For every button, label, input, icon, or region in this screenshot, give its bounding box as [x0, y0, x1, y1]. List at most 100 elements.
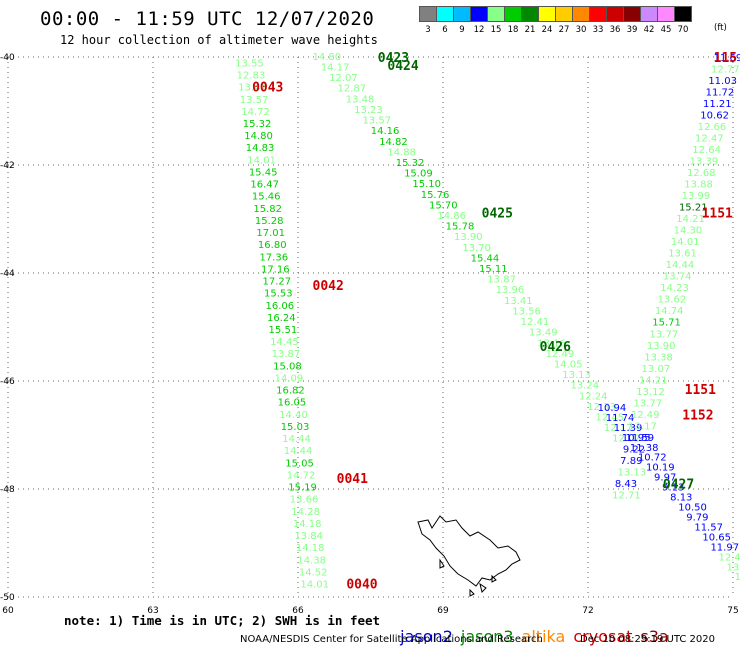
swh-value: 15.78 — [446, 222, 475, 233]
swh-value: 15.03 — [281, 422, 310, 433]
swh-value: 12.49 — [631, 410, 660, 421]
colorbar-label: 12 — [473, 25, 485, 35]
swh-value: 10.94 — [598, 403, 627, 414]
colorbar-cell: 30 — [572, 6, 590, 35]
swh-value: 11.69 — [714, 53, 740, 64]
colorbar-label: 24 — [541, 25, 553, 35]
island-outline — [417, 515, 521, 597]
swh-value: 14.28 — [291, 507, 320, 518]
x-tick-label: 63 — [147, 606, 158, 616]
swh-value: 13.90 — [647, 341, 676, 352]
swh-value: 15.51 — [269, 325, 298, 336]
swh-value: 15.45 — [249, 167, 278, 178]
colorbar-cell: 15 — [487, 6, 505, 35]
swh-value: 14.01 — [300, 580, 329, 591]
swh-value: 15.76 — [421, 190, 450, 201]
legend-altika: altika — [521, 627, 566, 646]
swh-value: 14.83 — [246, 143, 275, 154]
swh-value: 14.80 — [313, 52, 342, 63]
swh-value: 16.06 — [266, 301, 295, 312]
colorbar-label: 6 — [442, 25, 448, 35]
swh-value: 13.38 — [644, 352, 673, 363]
swh-value: 11.38 — [630, 443, 659, 454]
swh-value: 13.24 — [571, 381, 600, 392]
y-tick-label: -42 — [0, 161, 15, 171]
swh-value: 14.44 — [282, 434, 311, 445]
colorbar-label: 42 — [643, 25, 655, 35]
swh-value: 13.12 — [636, 387, 665, 398]
swh-value: 17.36 — [259, 252, 288, 263]
swh-value: 13.90 — [454, 232, 483, 243]
colorbar-label: 39 — [626, 25, 638, 35]
swh-value: 10.65 — [702, 532, 731, 543]
swh-value: 12.87 — [337, 84, 366, 95]
color-legend-unit: (ft) — [714, 23, 727, 33]
swh-value: 13.23 — [354, 105, 383, 116]
color-legend: 3 6 9 12 15 18 21 24 27 30 33 36 39 42 45 70 — [419, 6, 692, 35]
legend-jason2: jason2 — [400, 627, 453, 646]
swh-value: 15.53 — [264, 289, 293, 300]
pass-time-label: 0424 — [387, 59, 418, 74]
swh-value: 15.44 — [471, 253, 500, 264]
y-tick-label: -40 — [0, 53, 15, 63]
swh-value: 14.21 — [676, 214, 705, 225]
pass-time-label: 0042 — [313, 279, 344, 294]
swh-value: 15.32 — [396, 158, 425, 169]
swh-value: 16.24 — [267, 313, 296, 324]
swh-value: 10.72 — [638, 453, 667, 464]
swh-value: 15.10 — [412, 179, 441, 190]
x-tick-label: 72 — [582, 606, 593, 616]
pass-time-label: 0041 — [337, 472, 368, 487]
swh-value: 17.27 — [262, 277, 291, 288]
swh-value: 13.13 — [618, 467, 647, 478]
swh-value: 14.44 — [666, 260, 695, 271]
chart-subtitle: 12 hour collection of altimeter wave hei… — [60, 33, 378, 47]
swh-value: 14.74 — [655, 306, 684, 317]
pass-time-labels: 0423042400430425004204260041004004271151… — [252, 51, 737, 593]
swh-value: 14.86 — [437, 211, 466, 222]
swh-value: 13.87 — [272, 349, 301, 360]
swh-value: 8.43 — [615, 479, 637, 490]
swh-value: 11.57 — [694, 522, 723, 533]
swh-value: 13.03 — [727, 562, 740, 573]
swh-value: 13.48 — [346, 94, 375, 105]
colorbar-label: 33 — [592, 25, 604, 35]
swh-value: 13.96 — [496, 285, 525, 296]
swh-value: 12.68 — [687, 168, 716, 179]
swh-value: 14.72 — [241, 107, 270, 118]
swh-value: 10.50 — [678, 503, 707, 514]
swh-value: 17.01 — [256, 228, 285, 239]
x-tick-label: 75 — [727, 606, 738, 616]
swh-value: 13.55 — [235, 58, 264, 69]
pass-time-label: 0040 — [346, 578, 377, 593]
swh-value: 12.02 — [612, 434, 641, 445]
swh-value: 12.49 — [546, 349, 575, 360]
swh-value: 15.70 — [429, 200, 458, 211]
colorbar-label: 9 — [459, 25, 465, 35]
swh-value: 14.21 — [639, 375, 668, 386]
swh-value: 14.80 — [244, 131, 273, 142]
swh-value: 13.61 — [668, 249, 697, 260]
y-tick-label: -48 — [0, 485, 15, 495]
swh-value: 13.17 — [628, 421, 657, 432]
legend-cryosat: cryosat — [573, 627, 633, 646]
swh-value: 14.17 — [321, 63, 350, 74]
swh-value: 13.66 — [290, 495, 319, 506]
swh-value: 12.24 — [579, 391, 608, 402]
swh-value: 13.39 — [690, 157, 719, 168]
swh-value: 10.95 — [622, 433, 651, 444]
swh-value: 12.45 — [596, 412, 625, 423]
swh-value: 13.87 — [487, 275, 516, 286]
y-tick-label: -46 — [0, 377, 15, 387]
swh-value: 14.44 — [284, 446, 313, 457]
colorbar-label: 3 — [425, 25, 431, 35]
swh-value: 14.30 — [674, 226, 703, 237]
swh-value: 9.22 — [623, 444, 645, 455]
swh-value: 15.46 — [252, 192, 281, 203]
swh-value: 15.32 — [243, 119, 272, 130]
swh-value: 13.77 — [650, 329, 679, 340]
swh-value: 15.28 — [255, 216, 284, 227]
footer-credit: NOAA/NESDIS Center for Satellite Applica… — [240, 634, 543, 645]
colorbar-label: 21 — [524, 25, 536, 35]
